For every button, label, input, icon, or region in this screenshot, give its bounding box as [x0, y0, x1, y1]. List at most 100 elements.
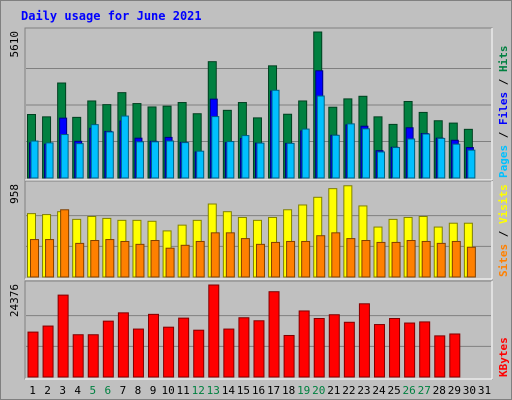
bar-kbytes [238, 317, 250, 378]
bar-pages [361, 128, 370, 179]
bar-kbytes [313, 317, 325, 378]
bar-pages [407, 138, 416, 179]
x-tick-label-day-1: 1 [29, 384, 36, 397]
bar-group-day-10 [162, 105, 175, 179]
bar-group-day-13 [207, 203, 220, 278]
bar-group-day-20 [313, 31, 325, 179]
bar-sites [451, 240, 461, 278]
bar-group-day-28 [434, 335, 446, 378]
bar-group-day-16 [252, 219, 265, 278]
x-axis-tick-labels: 1 2 3 4 5 6 7 8 9 10 11 12 13 14 15 16 17 18 19 20 21 22 23 24 2… [29, 384, 491, 397]
legend-entry-files: Files [497, 92, 510, 125]
bar-pages [90, 124, 99, 179]
bar-group-day-14 [223, 328, 235, 378]
bar-group-day-25 [388, 123, 401, 179]
bar-group-day-12 [192, 219, 205, 278]
bar-kbytes [343, 321, 355, 378]
x-tick-label-day-9: 9 [150, 384, 157, 397]
bar-kbytes [72, 334, 84, 378]
bar-sites [286, 240, 296, 278]
bar-group-day-30 [463, 128, 476, 179]
panel-hits-files-pages: 5610 Pages / Files / Hits [8, 27, 510, 181]
x-tick-label-day-17: 17 [267, 384, 280, 397]
bar-pages [286, 142, 295, 179]
bar-group-day-25 [388, 218, 401, 278]
bar-kbytes [132, 328, 144, 378]
bar-kbytes [283, 334, 295, 378]
bar-kbytes [193, 329, 205, 378]
bar-kbytes [434, 335, 446, 378]
bar-group-day-26 [403, 216, 416, 278]
bar-kbytes [328, 314, 340, 378]
y-max-label: 958 [8, 184, 21, 204]
bar-kbytes [373, 324, 385, 378]
bar-sites [271, 241, 281, 278]
bar-group-day-10 [162, 230, 175, 278]
bar-pages [135, 141, 144, 179]
bar-group-day-20 [313, 196, 326, 278]
bar-kbytes [57, 294, 69, 378]
bar-sites [75, 242, 85, 278]
bar-sites [30, 239, 39, 278]
x-tick-label-day-29: 29 [448, 384, 461, 397]
bar-group-day-9 [147, 220, 160, 278]
bar-kbytes [178, 317, 190, 378]
bar-kbytes [298, 310, 310, 378]
bar-group-day-27 [418, 215, 431, 278]
bar-group-day-4 [72, 218, 85, 278]
bar-sites [150, 240, 160, 278]
bar-group-day-29 [448, 122, 461, 179]
bar-group-day-23 [358, 303, 370, 378]
bar-pages [452, 143, 461, 179]
bar-pages [437, 137, 446, 179]
x-tick-label-day-3: 3 [59, 384, 66, 397]
x-tick-label-day-24: 24 [372, 384, 386, 397]
bar-group-day-23 [358, 205, 371, 278]
bar-group-day-30 [463, 222, 476, 278]
bar-sites [225, 232, 235, 278]
bar-sites [165, 247, 175, 278]
bar-kbytes [117, 312, 129, 378]
y-max-label: 5610 [8, 31, 21, 58]
bar-kbytes [253, 320, 265, 378]
bar-group-day-19 [298, 100, 310, 179]
bar-pages [256, 142, 265, 179]
bar-group-day-24 [373, 324, 385, 378]
chart-panels: 5610 Pages / Files / Hits 958 Sites / Visit… [8, 27, 510, 380]
x-tick-label-day-13: 13 [207, 384, 220, 397]
bar-group-day-19 [298, 310, 310, 378]
bar-group-day-1 [27, 113, 39, 179]
bar-group-day-7 [117, 219, 130, 278]
bar-kbytes [148, 313, 160, 378]
bar-group-day-21 [328, 106, 340, 179]
x-tick-label-day-31: 31 [478, 384, 491, 397]
side-legend: Pages / Files / Hits [497, 46, 510, 179]
bar-group-day-15 [237, 216, 250, 278]
bar-pages [316, 95, 325, 179]
bar-sites [361, 240, 371, 278]
bar-kbytes [208, 284, 220, 378]
bar-sites [45, 239, 55, 278]
bar-pages [151, 141, 160, 179]
bar-kbytes [102, 320, 114, 378]
bar-group-day-28 [433, 120, 446, 179]
bar-group-day-24 [373, 226, 386, 278]
x-tick-label-day-10: 10 [161, 384, 174, 397]
bar-group-day-27 [419, 321, 431, 378]
x-tick-label-day-4: 4 [74, 384, 81, 397]
bar-pages [45, 142, 54, 179]
bar-group-day-18 [283, 113, 295, 179]
bar-group-day-13 [207, 61, 220, 179]
y-max-label: 24376 [8, 284, 21, 317]
bar-group-day-17 [268, 291, 280, 378]
bar-pages [166, 140, 175, 179]
bar-sites [255, 243, 265, 278]
bar-group-day-17 [268, 216, 281, 278]
bar-group-day-15 [237, 102, 250, 179]
bar-sites [180, 244, 190, 278]
bar-pages [271, 89, 280, 179]
bar-group-day-3 [57, 294, 69, 378]
panel-kbytes: 24376 KBytes [8, 280, 510, 380]
bar-group-day-19 [298, 204, 311, 278]
